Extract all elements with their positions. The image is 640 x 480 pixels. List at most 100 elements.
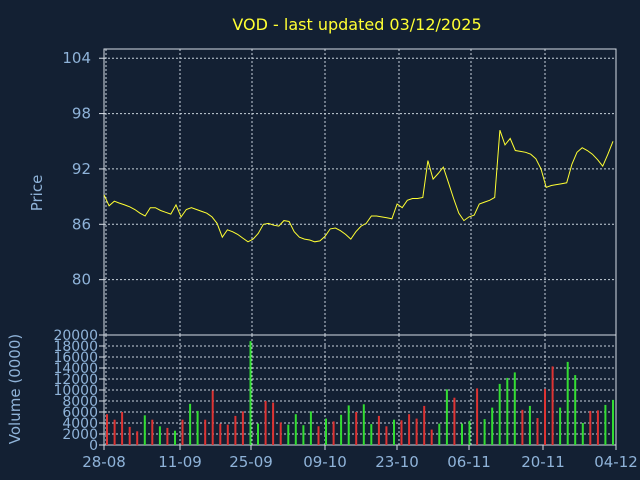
volume-bar	[461, 423, 463, 445]
volume-bar	[166, 427, 169, 445]
volume-bar	[302, 425, 305, 445]
volume-tick-label: 2000	[62, 427, 98, 443]
date-tick-label: 06-11	[447, 453, 491, 471]
volume-bar	[143, 415, 146, 445]
price-tick-label: 86	[72, 215, 91, 233]
volume-bar	[264, 401, 267, 445]
volume-bar	[249, 341, 252, 445]
volume-tick-label: 16000	[53, 350, 98, 366]
volume-bar	[219, 423, 222, 445]
price-tick-label: 98	[72, 105, 91, 123]
date-tick-label: 11-09	[158, 453, 202, 471]
volume-bar	[189, 403, 192, 446]
volume-bar	[174, 430, 176, 445]
volume-bar	[272, 402, 275, 445]
volume-bar	[559, 407, 562, 445]
volume-bar	[196, 410, 199, 445]
volume-bar	[445, 389, 448, 445]
volume-bar	[355, 412, 358, 445]
volume-bar	[468, 420, 471, 445]
volume-bar	[528, 405, 531, 445]
volume-bar	[581, 423, 584, 445]
volume-bar	[393, 419, 395, 445]
volume-bar	[453, 397, 456, 445]
volume-bar	[332, 421, 335, 445]
date-tick-label: 25-09	[229, 453, 273, 471]
date-tick-label: 23-10	[375, 453, 419, 471]
volume-bar	[151, 419, 154, 445]
volume-bar	[408, 414, 411, 445]
date-tick-label: 09-10	[303, 453, 347, 471]
volume-tick-label: 10000	[53, 383, 98, 399]
volume-bar	[574, 375, 577, 445]
volume-bar	[181, 419, 184, 445]
volume-bar	[423, 405, 426, 445]
volume-bar	[491, 407, 494, 445]
volume-tick-label: 4000	[62, 416, 98, 432]
volume-panel: 2000018000160001400012000100008000600040…	[53, 328, 617, 454]
volume-bar	[536, 418, 539, 445]
volume-bar	[596, 410, 599, 445]
volume-bar	[128, 426, 131, 445]
volume-tick-label: 12000	[53, 372, 98, 388]
volume-bar	[589, 410, 592, 445]
volume-bar	[325, 418, 327, 445]
volume-bar	[257, 423, 259, 445]
volume-bar	[521, 409, 524, 445]
volume-bar	[415, 418, 418, 445]
volume-bar	[566, 361, 569, 445]
volume-tick-label: 20000	[53, 328, 98, 344]
volume-bar	[204, 419, 207, 445]
volume-bar	[294, 414, 297, 445]
volume-bar	[340, 414, 343, 446]
volume-bar	[612, 399, 614, 445]
volume-bar	[362, 404, 365, 445]
volume-bar	[287, 424, 290, 445]
volume-bar	[136, 431, 139, 446]
price-tick-label: 104	[62, 49, 91, 67]
date-axis: 28-08 11-09 25-09 09-10 23-10 06-11 20-11 04-12	[82, 445, 638, 471]
volume-bar	[551, 366, 554, 445]
volume-bar	[106, 414, 108, 445]
volume-tick-label: 6000	[62, 405, 98, 421]
volume-tick-label: 18000	[53, 339, 98, 355]
date-tick-label: 20-11	[521, 453, 565, 471]
price-panel: 104 98 92 86 80	[62, 48, 617, 336]
volume-bar	[544, 388, 546, 445]
volume-bar	[498, 383, 501, 445]
volume-bar	[211, 390, 214, 445]
volume-bar	[385, 426, 388, 445]
volume-bar	[347, 405, 350, 445]
price-tick-label: 80	[72, 271, 91, 289]
price-axis-label: Price	[28, 175, 46, 212]
price-frame	[103, 48, 617, 336]
volume-bar	[226, 424, 229, 445]
volume-tick-label: 14000	[53, 361, 98, 377]
volume-bar	[309, 411, 312, 445]
volume-bar	[430, 429, 433, 445]
volume-bar	[506, 377, 509, 445]
volume-bar	[241, 411, 244, 445]
volume-bar	[317, 426, 320, 445]
volume-tick-label: 0	[89, 438, 98, 454]
volume-bar	[113, 419, 116, 445]
volume-bar	[121, 412, 124, 445]
volume-bar	[370, 424, 373, 445]
volume-axis-label: Volume (0000)	[6, 334, 24, 444]
chart-title: VOD - last updated 03/12/2025	[232, 15, 481, 34]
price-line	[103, 130, 614, 243]
volume-tick-label: 8000	[62, 394, 98, 410]
volume-bar	[279, 422, 282, 445]
volume-bar	[604, 404, 607, 445]
price-tick-label: 92	[72, 160, 91, 178]
volume-bar	[483, 419, 486, 445]
date-tick-label: 04-12	[594, 453, 638, 471]
date-tick-label: 28-08	[82, 453, 126, 471]
volume-bar	[476, 388, 479, 445]
volume-bar	[513, 372, 516, 445]
volume-bar	[234, 415, 237, 445]
volume-bar	[438, 423, 441, 445]
volume-bar	[158, 426, 161, 445]
volume-frame	[103, 334, 617, 446]
